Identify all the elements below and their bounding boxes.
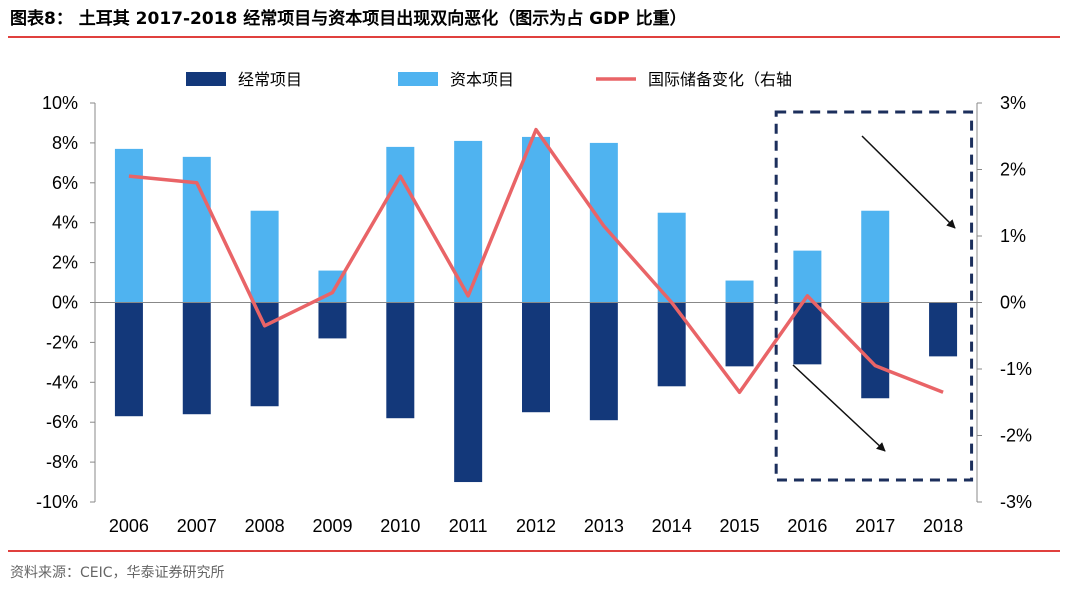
- axes-layer: 10% 8% 6% 4% 2% 0% -2% -4% -6% -8% -10% 3% 2% 1% 0% -1%…: [36, 93, 1032, 536]
- current-bar-2015: [725, 302, 754, 367]
- left-tick-label: -4%: [46, 372, 78, 392]
- capital-bar-2016: [793, 250, 822, 303]
- highlight-box: [774, 110, 974, 482]
- chart: 经常项目 资本项目 国际储备变化（右轴 10% 8% 6% 4% 2% 0% -2% -4% -6%…: [36, 70, 1032, 536]
- category-label-2008: 2008: [245, 516, 285, 536]
- legend: 经常项目 资本项目 国际储备变化（右轴: [186, 70, 792, 89]
- left-tick-label: 4%: [52, 213, 78, 233]
- left-tick-label: -2%: [46, 332, 78, 352]
- category-label-2011: 2011: [449, 516, 488, 536]
- left-tick-label: 0%: [52, 293, 78, 313]
- arrow-upper: [861, 135, 956, 229]
- left-tick-label: 8%: [52, 133, 78, 153]
- capital-bar-2017: [861, 210, 890, 303]
- right-tick-label: 2%: [1000, 160, 1026, 180]
- current-bar-2012: [522, 302, 550, 413]
- category-label-2017: 2017: [855, 516, 895, 536]
- capital-bar-2012: [522, 136, 550, 303]
- category-label-2010: 2010: [380, 516, 420, 536]
- left-tick-label: 6%: [52, 173, 78, 193]
- left-tick-label: 2%: [52, 253, 78, 273]
- current-bar-2011: [454, 302, 483, 483]
- category-label-2006: 2006: [109, 516, 149, 536]
- current-bar-2010: [386, 302, 415, 419]
- category-label-2014: 2014: [652, 516, 692, 536]
- line-layer: [128, 127, 944, 395]
- legend-label-2: 国际储备变化（右轴: [648, 70, 792, 89]
- left-tick-label: -8%: [46, 452, 78, 472]
- current-bar-2018: [929, 302, 958, 357]
- category-label-2009: 2009: [312, 516, 352, 536]
- category-label-2013: 2013: [584, 516, 624, 536]
- top-divider: [8, 36, 1060, 38]
- legend-swatch-1: [398, 72, 438, 86]
- right-tick-label: -3%: [1000, 492, 1032, 512]
- capital-bar-2013: [589, 142, 618, 303]
- legend-swatch-0: [186, 72, 226, 86]
- annotation-layer: [774, 110, 974, 482]
- bars-layer: [114, 136, 958, 483]
- capital-bar-2014: [657, 212, 686, 303]
- current-bar-2016: [793, 302, 822, 365]
- source-note: 资料来源：CEIC，华泰证券研究所: [10, 565, 225, 581]
- category-label-2016: 2016: [787, 516, 827, 536]
- category-label-2018: 2018: [923, 516, 963, 536]
- left-tick-label: 10%: [42, 93, 78, 113]
- legend-label-1: 资本项目: [450, 70, 514, 89]
- current-bar-2007: [182, 302, 211, 415]
- chart-title: 图表8： 土耳其 2017-2018 经常项目与资本项目出现双向恶化（图示为占 …: [10, 9, 687, 29]
- capital-bar-2015: [725, 280, 754, 303]
- right-tick-label: -2%: [1000, 426, 1032, 446]
- capital-bar-2007: [182, 156, 211, 303]
- category-label-2007: 2007: [177, 516, 217, 536]
- left-tick-label: -10%: [36, 492, 78, 512]
- bottom-divider: [8, 550, 1060, 552]
- category-label-2015: 2015: [720, 516, 760, 536]
- category-label-2012: 2012: [516, 516, 556, 536]
- capital-bar-2008: [250, 210, 279, 303]
- current-bar-2008: [250, 302, 279, 407]
- capital-bar-2010: [386, 146, 415, 303]
- left-tick-label: -6%: [46, 412, 78, 432]
- right-tick-label: 0%: [1000, 293, 1026, 313]
- current-bar-2013: [589, 302, 618, 421]
- right-tick-label: 1%: [1000, 226, 1026, 246]
- current-bar-2017: [861, 302, 890, 399]
- right-tick-label: 3%: [1000, 93, 1026, 113]
- arrow-lower: [792, 364, 886, 452]
- right-tick-label: -1%: [1000, 359, 1032, 379]
- capital-bar-2006: [114, 148, 143, 303]
- current-bar-2006: [114, 302, 143, 417]
- legend-label-0: 经常项目: [238, 70, 302, 89]
- current-bar-2009: [318, 302, 347, 339]
